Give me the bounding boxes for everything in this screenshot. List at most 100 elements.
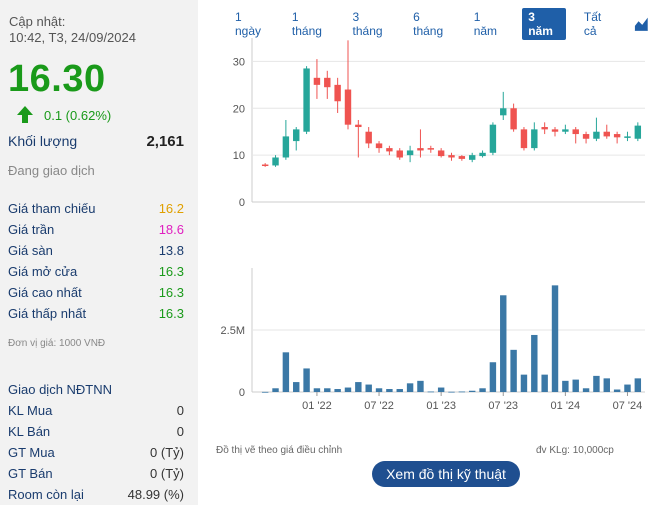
- price-row-value: 18.6: [158, 222, 184, 237]
- candle-body: [468, 155, 476, 160]
- tab-period[interactable]: 1 năm: [473, 10, 498, 38]
- candle-body: [324, 77, 331, 88]
- price-row-label: Giá tham chiếu: [8, 201, 96, 216]
- candle-body: [582, 134, 590, 139]
- tab-period[interactable]: 3 năm: [522, 8, 566, 40]
- candle-body: [437, 150, 445, 157]
- volume-bar: [551, 285, 559, 392]
- tab-period[interactable]: 1 ngày: [235, 10, 262, 38]
- volume-bar: [634, 378, 642, 392]
- volume-bar: [406, 383, 414, 392]
- volume-bar: [489, 362, 497, 392]
- foreign-row-label: KL Bán: [8, 424, 51, 439]
- volume-bar: [396, 389, 403, 392]
- price-row-label: Giá sàn: [8, 243, 53, 258]
- price-row: Giá sàn 13.8: [8, 243, 184, 258]
- chart-note-adjusted: Đồ thị vẽ theo giá điều chỉnh: [216, 445, 343, 456]
- candle-body: [375, 143, 383, 149]
- volume-bar: [313, 388, 321, 392]
- candle-body: [293, 129, 300, 142]
- volume-bar: [603, 378, 610, 392]
- price-row-value: 13.8: [158, 243, 184, 258]
- candle-body: [272, 157, 279, 166]
- volume-bar: [427, 391, 435, 393]
- volume-label: Khối lượng: [8, 133, 78, 149]
- candle-body: [572, 129, 579, 135]
- candle-body: [531, 129, 538, 149]
- volume-bar: [303, 368, 310, 392]
- price-row: Giá cao nhất 16.3: [8, 285, 184, 300]
- candle-body: [541, 127, 548, 130]
- candle-body: [624, 136, 631, 138]
- foreign-row: GT Bán 0 (Tỷ): [8, 466, 184, 481]
- volume-bar: [293, 382, 300, 392]
- volume-bar: [468, 390, 476, 392]
- volume-row: Khối lượng 2,161: [8, 133, 184, 150]
- foreign-title: Giao dịch NĐTNN: [8, 382, 113, 397]
- candle-body: [427, 148, 435, 150]
- foreign-row-label: Room còn lại: [8, 487, 84, 502]
- candle-body: [365, 131, 372, 144]
- foreign-row-value: 0: [176, 403, 184, 418]
- foreign-title-row: Giao dịch NĐTNN: [8, 382, 184, 397]
- candle-body: [355, 124, 362, 128]
- stock-summary-panel: Cập nhật: 10:42, T3, 24/09/2024 16.30 0.…: [0, 0, 198, 505]
- update-label: Cập nhật:: [9, 14, 66, 29]
- update-time: 10:42, T3, 24/09/2024: [9, 30, 136, 45]
- candle-body: [603, 131, 610, 137]
- price-row-label: Giá mở cửa: [8, 264, 78, 279]
- chart-area-icon[interactable]: [634, 16, 649, 32]
- volume-bar: [344, 387, 352, 392]
- price-row: Giá thấp nhất 16.3: [8, 306, 184, 321]
- candle-body: [386, 148, 393, 152]
- candle-body: [510, 108, 517, 130]
- trading-status: Đang giao dịch: [8, 163, 95, 178]
- price-y-tick-label: 0: [239, 197, 245, 209]
- volume-bar: [261, 391, 269, 393]
- current-price: 16.30: [8, 58, 106, 100]
- candle-body: [406, 150, 414, 156]
- volume-bar: [582, 388, 590, 392]
- volume-bar: [272, 388, 279, 392]
- volume-bar: [386, 389, 393, 392]
- candle-body: [613, 134, 621, 138]
- volume-y-tick-label: 0: [239, 387, 245, 399]
- volume-bar: [593, 375, 600, 392]
- volume-bar: [500, 295, 507, 392]
- candle-body: [562, 129, 569, 132]
- candle-body: [551, 129, 559, 132]
- foreign-row: KL Bán 0: [8, 424, 184, 439]
- candle-body: [417, 148, 424, 151]
- candle-body: [344, 89, 352, 125]
- tab-period[interactable]: 1 tháng: [291, 10, 322, 38]
- price-row-value: 16.3: [158, 264, 184, 279]
- foreign-row: GT Mua 0 (Tỷ): [8, 445, 184, 460]
- tab-period[interactable]: 3 tháng: [352, 10, 383, 38]
- price-row-label: Giá trần: [8, 222, 55, 237]
- volume-bar: [510, 349, 517, 392]
- volume-bar: [365, 384, 372, 392]
- volume-bar: [375, 388, 383, 392]
- volume-bar: [417, 380, 424, 392]
- x-tick-label: 07 '22: [364, 400, 394, 412]
- price-row: Giá trần 18.6: [8, 222, 184, 237]
- price-row-label: Giá thấp nhất: [8, 306, 87, 321]
- x-tick-label: 01 '24: [551, 400, 581, 412]
- candle-body: [334, 84, 341, 102]
- price-row-value: 16.3: [158, 285, 184, 300]
- technical-chart-button[interactable]: Xem đồ thị kỹ thuật: [372, 461, 520, 487]
- price-row-value: 16.3: [158, 306, 184, 321]
- volume-bar: [282, 352, 290, 392]
- price-volume-chart: 30 20 10 0 2.5M 0 01 '22 07 '22 01 '23 07 '23 01 '…: [221, 38, 645, 412]
- foreign-row: KL Mua 0: [8, 403, 184, 418]
- price-change: 0.1 (0.62%): [17, 106, 111, 124]
- candle-body: [303, 68, 310, 132]
- candle-body: [261, 164, 269, 167]
- volume-bar: [324, 388, 331, 392]
- tab-period[interactable]: Tất cả: [583, 10, 602, 38]
- x-tick-label: 01 '23: [426, 400, 456, 412]
- volume-bar: [437, 387, 445, 392]
- candle-body: [313, 77, 321, 85]
- volume-bar: [613, 389, 621, 392]
- tab-period[interactable]: 6 tháng: [413, 10, 444, 38]
